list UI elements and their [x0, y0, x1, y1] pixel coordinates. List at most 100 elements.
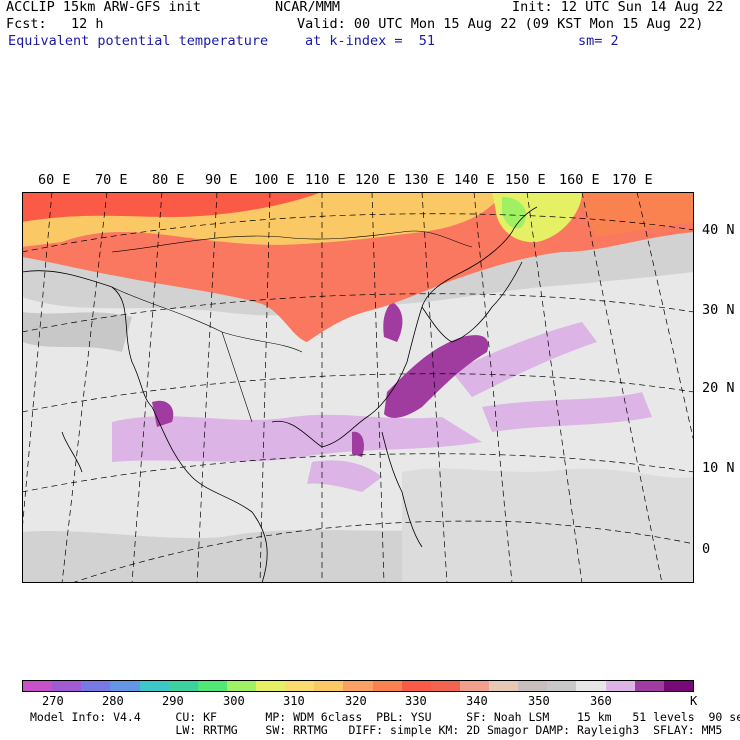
- border: [111, 286, 303, 353]
- colorbar-swatch: [518, 681, 548, 691]
- lon-label: 160 E: [559, 172, 600, 188]
- coastlines: [22, 206, 538, 583]
- colorbar-label: 290: [162, 694, 184, 708]
- colorbar-swatch: [110, 681, 140, 691]
- hot-band: [582, 192, 694, 237]
- colorbar-label: 310: [283, 694, 305, 708]
- colorbar-label: 350: [528, 694, 550, 708]
- model-title: ACCLIP 15km ARW-GFS init: [6, 0, 202, 15]
- colorbar-swatch: [663, 681, 693, 691]
- longitude-line: [636, 192, 694, 443]
- coastline: [421, 261, 523, 343]
- coastline: [22, 270, 153, 408]
- longitude-line: [131, 192, 163, 583]
- colorbar-swatch: [459, 681, 489, 691]
- colorbar-swatch: [197, 681, 227, 691]
- lavender-band: [307, 460, 382, 492]
- border: [221, 331, 253, 423]
- lon-label: 80 E: [152, 172, 185, 188]
- latitude-line: [22, 213, 694, 253]
- lon-label: 60 E: [38, 172, 71, 188]
- graticule: [22, 192, 694, 583]
- org-label: NCAR/MMM: [275, 0, 341, 15]
- grey-patch: [402, 468, 694, 583]
- model-info-line1: Model Info: V4.4 CU: KF MP: WDM 6class P…: [30, 710, 740, 724]
- light-field: [22, 272, 694, 539]
- purple-band: [383, 302, 403, 342]
- colorbar-swatch: [226, 681, 256, 691]
- coastline: [381, 431, 423, 548]
- hot-core: [22, 192, 322, 222]
- lat-label: 30 N: [702, 302, 735, 318]
- colorbar-swatch: [401, 681, 431, 691]
- colorbar-label: 320: [345, 694, 367, 708]
- lon-label: 100 E: [254, 172, 295, 188]
- latitude-line: [22, 293, 694, 333]
- lon-label: 130 E: [404, 172, 445, 188]
- colorbar-swatch: [314, 681, 344, 691]
- colorbar: [22, 680, 694, 692]
- colorbar-swatch: [256, 681, 286, 691]
- lat-label: 20 N: [702, 380, 735, 396]
- longitude-line: [259, 192, 271, 583]
- longitude-line: [421, 192, 448, 583]
- longitude-line: [22, 192, 53, 533]
- lon-label: 70 E: [95, 172, 128, 188]
- border: [111, 230, 473, 253]
- colorbar-unit: K: [690, 694, 698, 708]
- longitude-line: [371, 192, 385, 583]
- lon-label: 170 E: [612, 172, 653, 188]
- map-frame: [22, 192, 694, 583]
- colorbar-swatch: [23, 681, 53, 691]
- coastline: [271, 271, 463, 448]
- lon-label: 140 E: [454, 172, 495, 188]
- colorbar-swatch: [81, 681, 111, 691]
- lon-label: 120 E: [355, 172, 396, 188]
- colorbar-swatch: [576, 681, 606, 691]
- coastline: [151, 406, 268, 583]
- longitude-line: [526, 192, 583, 583]
- latitude-line: [22, 373, 694, 413]
- coastline: [461, 206, 538, 273]
- k-index-label: at k-index = 51: [305, 33, 436, 49]
- lavender-band: [452, 322, 597, 397]
- lon-label: 150 E: [505, 172, 546, 188]
- theta-e-map: [22, 192, 694, 583]
- colorbar-label: 280: [102, 694, 124, 708]
- colorbar-swatch: [430, 681, 460, 691]
- purple-band: [352, 431, 364, 457]
- lavender-band: [112, 414, 482, 462]
- colorbar-swatch: [343, 681, 373, 691]
- init-time: Init: 12 UTC Sun 14 Aug 22: [512, 0, 724, 15]
- colorbar-label: 360: [590, 694, 612, 708]
- colorbar-swatch: [547, 681, 577, 691]
- purple-band: [384, 335, 489, 418]
- longitude-line: [61, 192, 108, 583]
- colorbar-swatch: [285, 681, 315, 691]
- lon-label: 110 E: [305, 172, 346, 188]
- colorbar-label: 270: [42, 694, 64, 708]
- longitude-line: [473, 192, 513, 583]
- lat-label: 40 N: [702, 222, 735, 238]
- colorbar-label: 300: [223, 694, 245, 708]
- colorbar-swatch: [168, 681, 198, 691]
- longitude-line: [196, 192, 218, 583]
- smoothing-label: sm= 2: [578, 33, 619, 49]
- latitude-line: [22, 453, 694, 493]
- model-info-line2: LW: RRTMG SW: RRTMG DIFF: simple KM: 2D …: [30, 723, 723, 737]
- colorbar-label: 340: [466, 694, 488, 708]
- purple-band: [152, 400, 174, 427]
- valid-time: Valid: 00 UTC Mon 15 Aug 22 (09 KST Mon …: [297, 16, 704, 32]
- field-name: Equivalent potential temperature: [8, 33, 269, 49]
- longitude-line: [581, 192, 663, 583]
- coastline: [61, 431, 83, 473]
- colorbar-swatch: [139, 681, 169, 691]
- colorbar-swatch: [605, 681, 635, 691]
- colorbar-swatch: [634, 681, 664, 691]
- borders: [111, 230, 473, 423]
- colorbar-swatch: [489, 681, 519, 691]
- colorbar-swatch: [372, 681, 402, 691]
- colorbar-swatch: [52, 681, 82, 691]
- lat-label: 0: [702, 541, 711, 557]
- lat-label: 10 N: [702, 460, 735, 476]
